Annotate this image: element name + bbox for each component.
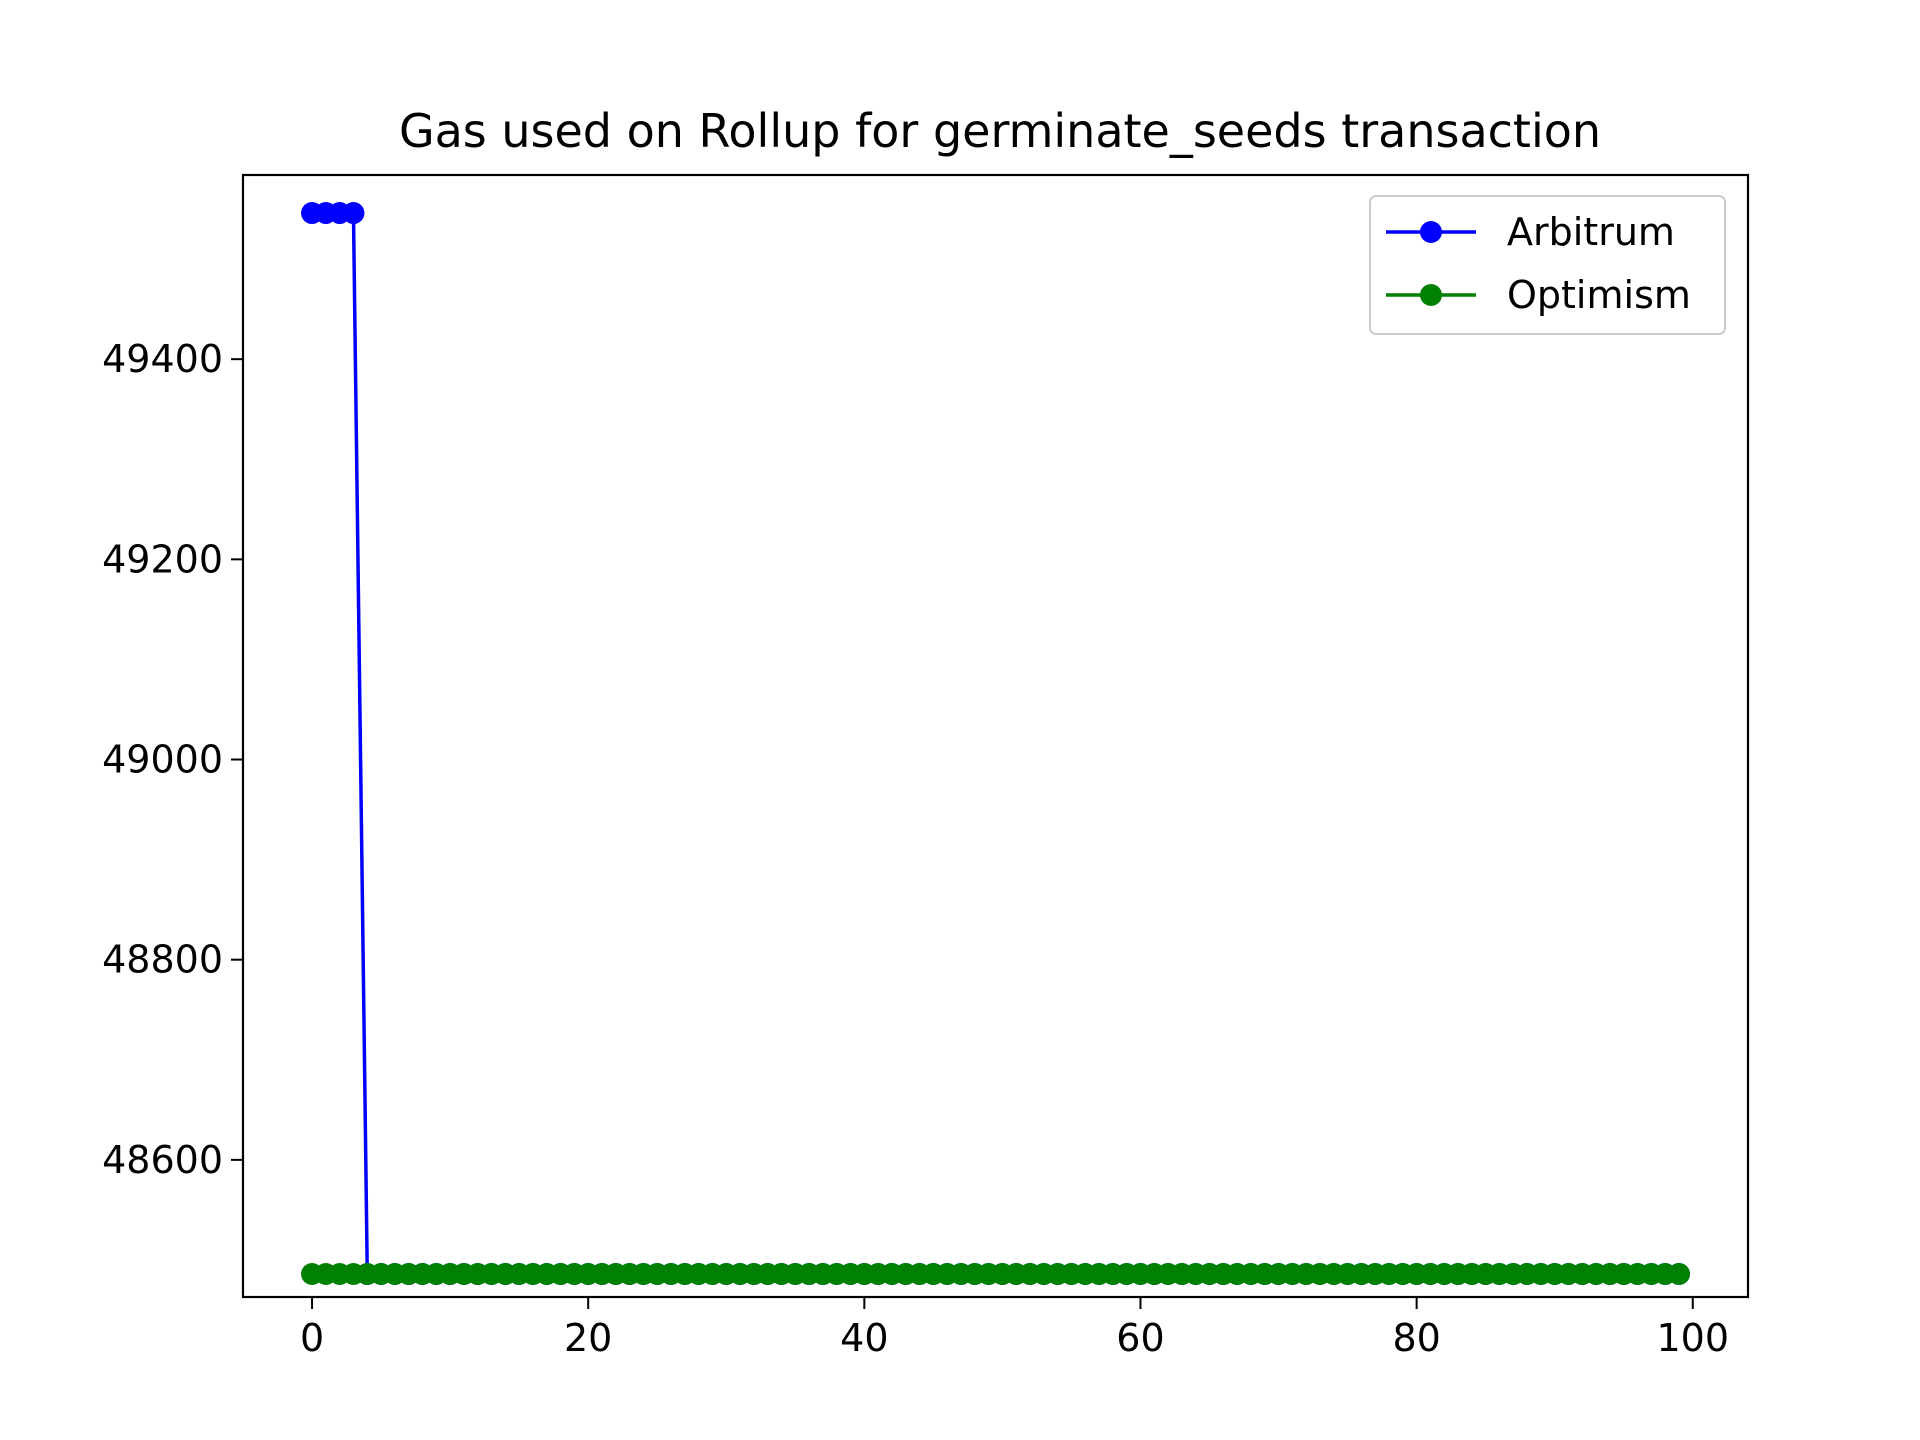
y-tick-label: 48800 [102,938,223,982]
legend-marker [1420,284,1442,306]
x-tick-label: 100 [1657,1316,1730,1360]
y-tick-label: 49000 [102,738,223,782]
legend: Arbitrum Optimism [1369,195,1726,335]
legend-item: Arbitrum [1386,210,1675,254]
y-axis: 48600 48800 49000 49200 49400 [102,337,243,1182]
plot-frame [241,173,1750,1299]
legend-marker [1420,221,1442,243]
chart-title: Gas used on Rollup for germinate_seeds t… [399,104,1601,158]
x-tick-label: 80 [1392,1316,1440,1360]
y-tick-label: 48600 [102,1138,223,1182]
series-layer [301,202,1690,1285]
x-tick-label: 60 [1116,1316,1164,1360]
x-tick-label: 0 [300,1316,324,1360]
y-tick-label: 49400 [102,337,223,381]
legend-label: Arbitrum [1507,210,1675,254]
x-axis: 0 20 40 60 80 100 [300,1297,1729,1360]
data-point [342,202,365,225]
y-tick-label: 49200 [102,537,223,581]
series-line [312,211,1679,1276]
series-optimism [301,1262,1690,1285]
x-tick-label: 40 [840,1316,888,1360]
series-arbitrum [301,202,1690,1285]
data-point [1667,1262,1690,1285]
legend-item: Optimism [1386,273,1691,317]
legend-label: Optimism [1507,273,1691,317]
x-tick-label: 20 [564,1316,612,1360]
